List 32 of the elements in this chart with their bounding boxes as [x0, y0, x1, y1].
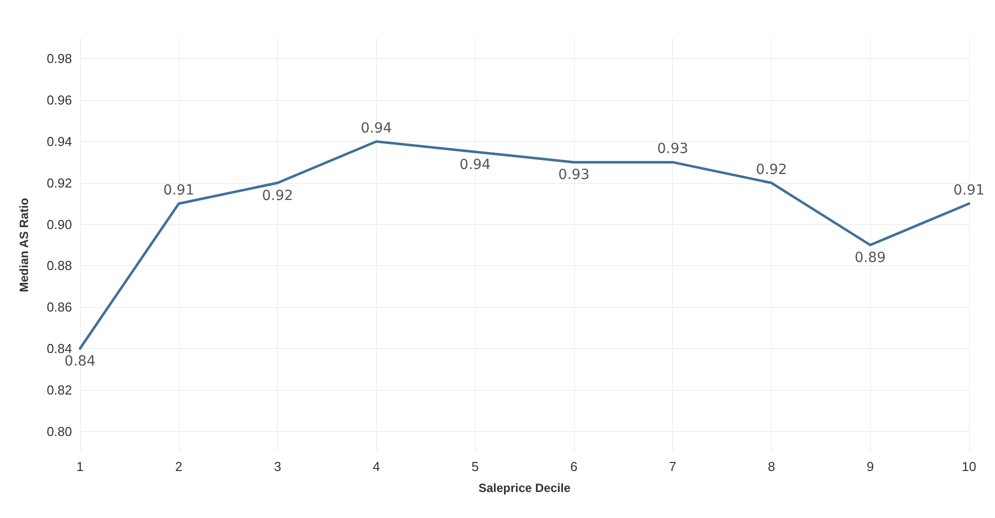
- y-tick-label: 0.94: [46, 134, 72, 149]
- y-axis-title: Median AS Ratio: [17, 198, 31, 292]
- x-tick-label: 1: [76, 459, 84, 474]
- y-tick-label: 0.88: [46, 258, 72, 274]
- data-label: 0.89: [854, 250, 886, 266]
- y-tick-label: 0.92: [46, 175, 72, 190]
- data-label: 0.94: [460, 156, 491, 173]
- data-label: 0.93: [558, 167, 590, 184]
- x-tick-label: 7: [669, 459, 676, 474]
- y-tick-label: 0.82: [46, 382, 72, 398]
- x-tick-label: 6: [570, 459, 578, 474]
- data-label: 0.92: [262, 188, 294, 204]
- x-tick-label: 9: [866, 459, 874, 474]
- data-label: 0.94: [360, 120, 392, 136]
- x-tick-label: 4: [372, 459, 380, 474]
- y-tick-label: 0.86: [46, 300, 72, 315]
- data-label: 0.91: [163, 182, 194, 199]
- x-tick-label: 10: [962, 459, 976, 474]
- y-tick-label: 0.98: [46, 51, 72, 66]
- data-label: 0.91: [953, 182, 985, 199]
- y-tick-label: 0.84: [46, 341, 72, 356]
- data-label: 0.92: [756, 162, 788, 178]
- data-label: 0.84: [64, 354, 96, 370]
- data-label: 0.93: [657, 141, 688, 158]
- y-tick-label: 0.96: [46, 92, 72, 108]
- x-tick-label: 2: [175, 459, 182, 474]
- x-tick-label: 3: [274, 459, 282, 474]
- x-tick-label: 5: [471, 459, 479, 474]
- y-tick-label: 0.90: [46, 216, 72, 232]
- x-tick-label: 8: [768, 459, 776, 474]
- x-axis-title: Saleprice Decile: [478, 481, 571, 495]
- y-tick-label: 0.80: [46, 424, 72, 439]
